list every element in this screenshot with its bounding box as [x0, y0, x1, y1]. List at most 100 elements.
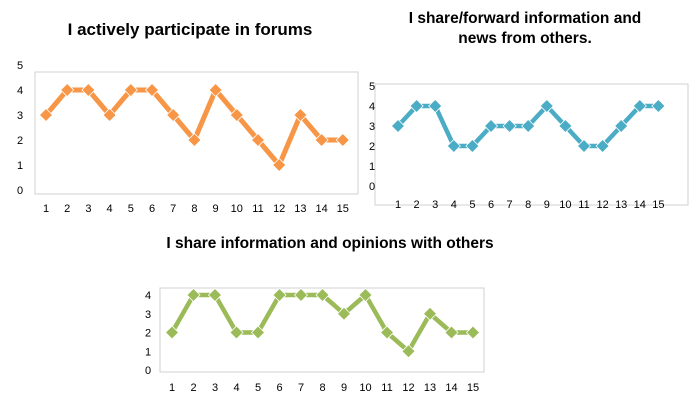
data-point-marker [187, 132, 202, 148]
x-tick-label: 4 [451, 199, 457, 211]
data-point-marker [390, 118, 406, 134]
x-tick-label: 5 [255, 382, 261, 394]
data-point-marker [207, 287, 223, 303]
y-tick-label: 2 [369, 141, 375, 153]
x-tick-label: 14 [315, 203, 327, 215]
y-tick-label: 3 [369, 121, 375, 133]
x-tick-label: 5 [128, 203, 134, 215]
data-point-marker [632, 98, 647, 114]
data-point-marker [401, 344, 416, 359]
data-point-marker [102, 107, 117, 123]
y-tick-label: 4 [17, 85, 23, 97]
data-point-marker [315, 287, 330, 303]
x-tick-label: 5 [469, 199, 475, 211]
x-tick-label: 10 [231, 203, 243, 215]
x-tick-label: 11 [252, 203, 263, 215]
x-tick-label: 12 [596, 199, 608, 211]
y-tick-label: 5 [369, 81, 375, 93]
data-point-marker [409, 98, 424, 114]
x-tick-label: 15 [652, 199, 664, 211]
x-tick-label: 6 [488, 199, 494, 211]
data-point-marker [651, 98, 666, 114]
y-tick-label: 3 [145, 309, 151, 321]
chart-2: I share/forward information and news from… [369, 10, 689, 211]
x-tick-label: 8 [319, 382, 325, 394]
x-tick-label: 10 [559, 199, 571, 211]
x-tick-label: 13 [424, 382, 436, 394]
y-tick-label: 1 [145, 346, 151, 358]
data-point-marker [336, 306, 352, 321]
data-point-marker [428, 98, 443, 114]
x-tick-label: 15 [337, 203, 349, 215]
data-point-marker [81, 82, 96, 98]
plot-area-frame [34, 71, 359, 195]
x-tick-label: 8 [191, 203, 197, 215]
chart-title: I share/forward information and [409, 10, 642, 27]
data-point-marker [595, 138, 610, 154]
data-point-marker [272, 157, 287, 173]
data-point-marker [422, 306, 438, 321]
y-tick-label: 4 [369, 101, 375, 113]
x-tick-label: 11 [578, 199, 589, 211]
data-point-marker [358, 287, 373, 303]
chart-3: I share information and opinions with ot… [145, 235, 494, 394]
x-tick-label: 9 [213, 203, 219, 215]
x-tick-label: 6 [276, 382, 282, 394]
chart-title: I share information and opinions with ot… [166, 235, 493, 252]
x-tick-label: 2 [190, 382, 196, 394]
plot-area-frame [159, 287, 485, 373]
data-point-marker [229, 325, 244, 340]
x-tick-label: 14 [634, 199, 646, 211]
x-tick-label: 6 [149, 203, 155, 215]
data-point-marker [446, 138, 461, 154]
data-point-marker [123, 82, 138, 98]
data-point-marker [272, 287, 287, 303]
data-point-marker [166, 107, 181, 123]
x-tick-label: 13 [294, 203, 306, 215]
x-tick-label: 1 [43, 203, 49, 215]
data-point-marker [229, 107, 244, 123]
x-tick-label: 12 [273, 203, 285, 215]
y-tick-label: 4 [145, 290, 151, 302]
x-tick-label: 4 [107, 203, 113, 215]
data-point-marker [521, 118, 536, 134]
y-tick-label: 0 [369, 181, 375, 193]
x-tick-label: 12 [402, 382, 414, 394]
data-point-marker [502, 118, 517, 134]
data-point-marker [614, 118, 629, 134]
y-tick-label: 3 [17, 110, 23, 122]
x-tick-label: 7 [170, 203, 176, 215]
data-point-marker [208, 82, 223, 98]
chart-title: news from others. [458, 30, 592, 47]
x-tick-label: 7 [507, 199, 513, 211]
data-point-marker [576, 138, 592, 154]
y-tick-label: 0 [145, 365, 151, 377]
y-tick-label: 0 [17, 185, 23, 197]
x-tick-label: 15 [467, 382, 479, 394]
data-point-marker [465, 138, 480, 154]
data-point-marker [250, 325, 266, 340]
x-tick-label: 8 [525, 199, 531, 211]
x-tick-label: 1 [169, 382, 175, 394]
y-tick-label: 2 [17, 135, 23, 147]
x-tick-label: 3 [85, 203, 91, 215]
x-tick-label: 1 [395, 199, 401, 211]
chart-title: I actively participate in forums [68, 20, 313, 39]
data-point-marker [186, 287, 201, 303]
data-point-marker [558, 118, 573, 134]
data-point-marker [379, 325, 395, 340]
x-tick-label: 11 [381, 382, 392, 394]
x-tick-label: 2 [64, 203, 70, 215]
data-point-marker [60, 82, 75, 98]
data-point-marker [293, 107, 308, 123]
x-tick-label: 2 [414, 199, 420, 211]
x-tick-label: 3 [432, 199, 438, 211]
data-point-marker [539, 98, 554, 114]
x-tick-label: 9 [341, 382, 347, 394]
x-tick-label: 13 [615, 199, 627, 211]
x-tick-label: 10 [359, 382, 371, 394]
data-point-marker [164, 325, 180, 340]
x-tick-label: 4 [233, 382, 239, 394]
data-point-marker [250, 132, 266, 148]
x-tick-label: 9 [544, 199, 550, 211]
